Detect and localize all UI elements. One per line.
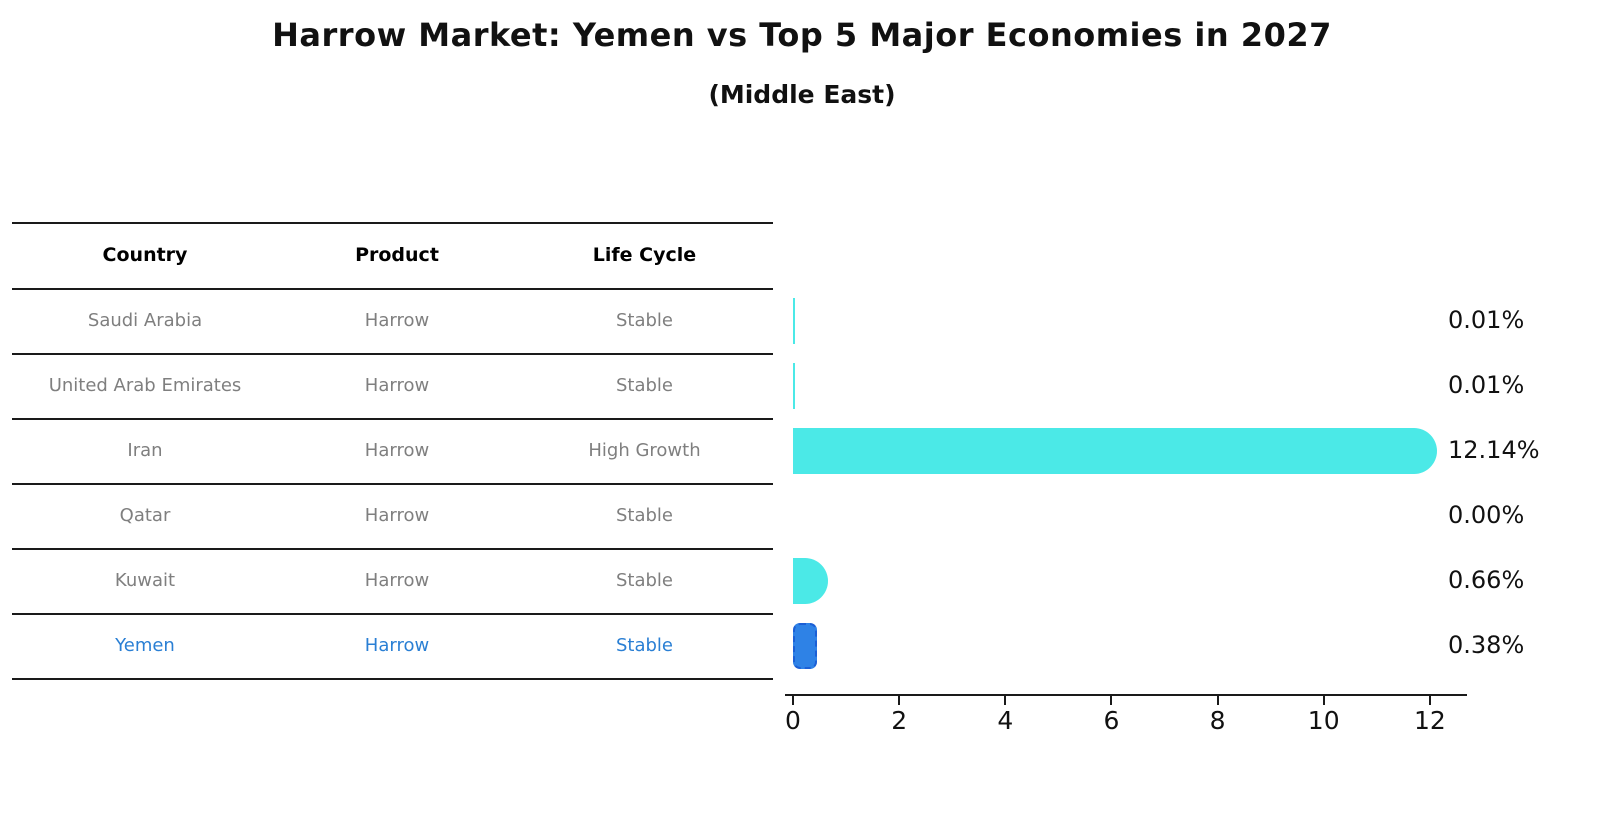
x-tick-label: 4: [997, 706, 1014, 735]
bar-iran: [793, 427, 1437, 474]
x-tick-label: 0: [785, 706, 801, 735]
x-tick-label: 12: [1413, 706, 1446, 735]
table-header-country: Country: [102, 244, 188, 266]
x-tick-mark: [898, 696, 901, 705]
bar-value-label: 0.38%: [1448, 630, 1525, 659]
x-tick-label: 2: [891, 706, 908, 735]
bar-saudi-arabia: [793, 297, 795, 344]
table-cell: Qatar: [119, 505, 171, 526]
table-rule: [12, 613, 773, 615]
table-cell: High Growth: [588, 440, 701, 461]
x-tick-label: 6: [1103, 706, 1120, 735]
table-header-product: Product: [355, 244, 439, 266]
bar-value-label: 0.66%: [1448, 565, 1525, 594]
table-rule: [12, 548, 773, 550]
table-cell: Harrow: [364, 375, 430, 396]
chart-subtitle: (Middle East): [708, 80, 896, 109]
bar-value-label: 0.00%: [1448, 500, 1525, 529]
bar-united-arab-emirates: [793, 362, 795, 409]
x-axis-line: [785, 694, 1467, 696]
table-cell: Stable: [615, 570, 673, 591]
table-rule: [12, 678, 773, 680]
table-cell: Harrow: [364, 570, 430, 591]
table-header-life-cycle: Life Cycle: [592, 244, 697, 266]
table-rule: [12, 483, 773, 485]
table-cell: Yemen: [115, 635, 175, 656]
x-tick-mark: [1216, 696, 1219, 705]
table-rule: [12, 418, 773, 420]
table-cell: Harrow: [364, 440, 430, 461]
table-rule: [12, 288, 773, 290]
x-tick-mark: [1428, 696, 1431, 705]
bar-value-label: 0.01%: [1448, 305, 1525, 334]
table-cell: Iran: [127, 440, 163, 461]
table-cell: Stable: [615, 635, 673, 656]
table-cell: Harrow: [364, 310, 430, 331]
x-tick-mark: [1322, 696, 1325, 705]
table-cell: United Arab Emirates: [48, 375, 242, 396]
table-cell: Harrow: [364, 505, 430, 526]
x-tick-label: 10: [1307, 706, 1340, 735]
table-rule: [12, 353, 773, 355]
bar-value-label: 0.01%: [1448, 370, 1525, 399]
x-tick-mark: [1110, 696, 1113, 705]
x-tick-label: 8: [1209, 706, 1226, 735]
bar-kuwait: [793, 557, 828, 604]
table-cell: Saudi Arabia: [87, 310, 203, 331]
bar-value-label: 12.14%: [1448, 435, 1540, 464]
table-cell: Stable: [615, 310, 673, 331]
x-tick-mark: [792, 696, 794, 705]
table-cell: Stable: [615, 375, 673, 396]
table-cell: Stable: [615, 505, 673, 526]
chart-title: Harrow Market: Yemen vs Top 5 Major Econ…: [272, 16, 1332, 54]
table-cell: Kuwait: [114, 570, 176, 591]
bar-yemen-highlight: [793, 622, 817, 669]
x-tick-mark: [1004, 696, 1007, 705]
table-rule: [12, 222, 773, 224]
table-cell: Harrow: [364, 635, 430, 656]
